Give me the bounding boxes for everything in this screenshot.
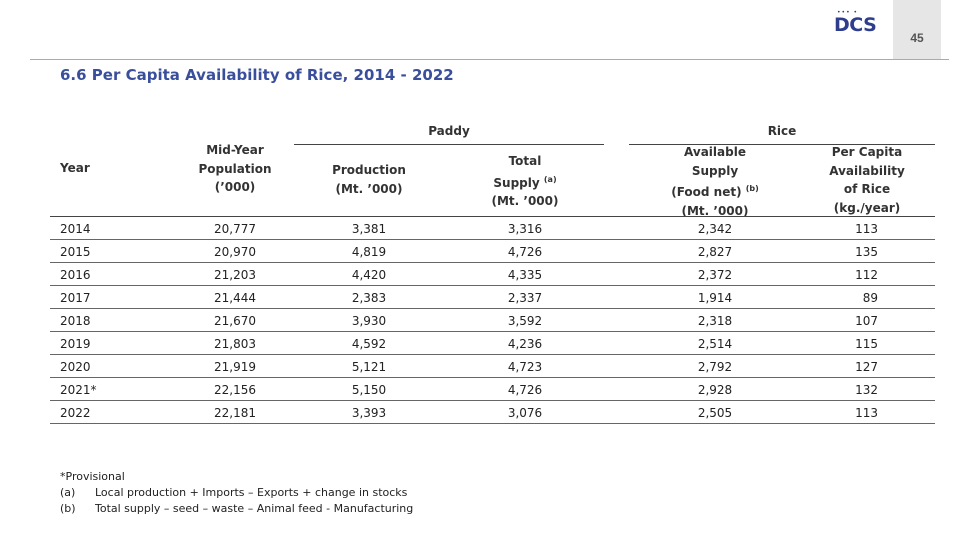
cell-population: 21,444 (214, 291, 256, 305)
cell-year: 2015 (60, 245, 91, 259)
cell-population: 22,156 (214, 383, 256, 397)
cell-available-supply: 2,505 (697, 406, 733, 420)
row-divider (50, 262, 935, 263)
cell-population: 22,181 (214, 406, 256, 420)
cell-population: 21,919 (214, 360, 256, 374)
cell-production: 4,592 (351, 337, 387, 351)
cell-population: 20,970 (214, 245, 256, 259)
header-divider (30, 59, 949, 60)
table-row: 2014 20,777 3,381 3,316 2,342 113 (50, 217, 935, 240)
table-row: 2017 21,444 2,383 2,337 1,914 89 (50, 286, 935, 309)
cell-year: 2022 (60, 406, 91, 420)
cell-per-capita: 113 (855, 222, 878, 236)
logo-text: DCS (834, 14, 877, 36)
cell-per-capita: 112 (855, 268, 878, 282)
dcs-logo: ••• • DCS (834, 9, 878, 37)
col-header-per-capita: Per Capita Availability of Rice (kg./yea… (829, 145, 905, 215)
col-header-production: Production (Mt. ’000) (332, 163, 406, 196)
cell-per-capita: 115 (855, 337, 878, 351)
col-header-available-supply: Available Supply (Food net) (b) (Mt. ’00… (671, 145, 759, 218)
cell-year: 2016 (60, 268, 91, 282)
cell-available-supply: 2,372 (697, 268, 733, 282)
cell-per-capita: 132 (855, 383, 878, 397)
table-row: 2021* 22,156 5,150 4,726 2,928 132 (50, 378, 935, 401)
cell-available-supply: 2,928 (697, 383, 733, 397)
cell-per-capita: 89 (862, 291, 878, 305)
cell-total-supply: 4,236 (507, 337, 543, 351)
cell-year: 2014 (60, 222, 91, 236)
cell-population: 21,203 (214, 268, 256, 282)
col-header-population: Mid-Year Population (’000) (198, 143, 272, 194)
cell-year: 2018 (60, 314, 91, 328)
row-divider (50, 285, 935, 286)
row-divider (50, 239, 935, 240)
cell-per-capita: 127 (855, 360, 878, 374)
cell-available-supply: 2,827 (697, 245, 733, 259)
table-row: 2018 21,670 3,930 3,592 2,318 107 (50, 309, 935, 332)
table-row: 2016 21,203 4,420 4,335 2,372 112 (50, 263, 935, 286)
logo-dots: ••• • (837, 9, 859, 16)
cell-production: 2,383 (351, 291, 387, 305)
table-row: 2015 20,970 4,819 4,726 2,827 135 (50, 240, 935, 263)
cell-total-supply: 4,726 (507, 383, 543, 397)
cell-year: 2019 (60, 337, 91, 351)
row-divider (50, 400, 935, 401)
table-row: 2020 21,919 5,121 4,723 2,792 127 (50, 355, 935, 378)
row-divider (50, 354, 935, 355)
cell-total-supply: 2,337 (507, 291, 543, 305)
cell-per-capita: 135 (855, 245, 878, 259)
cell-available-supply: 1,914 (697, 291, 733, 305)
page-title: 6.6 Per Capita Availability of Rice, 201… (60, 66, 454, 84)
cell-per-capita: 107 (855, 314, 878, 328)
cell-total-supply: 4,726 (507, 245, 543, 259)
cell-year: 2017 (60, 291, 91, 305)
cell-year: 2021* (60, 383, 97, 397)
cell-year: 2020 (60, 360, 91, 374)
cell-production: 3,930 (351, 314, 387, 328)
cell-available-supply: 2,318 (697, 314, 733, 328)
cell-available-supply: 2,514 (697, 337, 733, 351)
table-row: 2019 21,803 4,592 4,236 2,514 115 (50, 332, 935, 355)
cell-population: 21,670 (214, 314, 256, 328)
group-header-rice: Rice (767, 124, 797, 138)
cell-production: 4,819 (351, 245, 387, 259)
row-divider (50, 331, 935, 332)
header-bottom-rule (50, 216, 935, 217)
cell-production: 3,381 (351, 222, 387, 236)
page-number-box: 45 (893, 0, 941, 59)
rice-group-line (629, 144, 935, 145)
cell-total-supply: 4,723 (507, 360, 543, 374)
paddy-group-line (294, 144, 604, 145)
cell-total-supply: 3,592 (507, 314, 543, 328)
cell-production: 5,121 (351, 360, 387, 374)
cell-total-supply: 3,316 (507, 222, 543, 236)
cell-total-supply: 4,335 (507, 268, 543, 282)
cell-production: 3,393 (351, 406, 387, 420)
cell-total-supply: 3,076 (507, 406, 543, 420)
page-number: 45 (910, 31, 924, 45)
table-row: 2022 22,181 3,393 3,076 2,505 113 (50, 401, 935, 424)
cell-production: 5,150 (351, 383, 387, 397)
row-divider (50, 377, 935, 378)
cell-production: 4,420 (351, 268, 387, 282)
group-header-paddy: Paddy (428, 124, 470, 138)
cell-available-supply: 2,792 (697, 360, 733, 374)
cell-population: 20,777 (214, 222, 256, 236)
row-divider (50, 308, 935, 309)
col-header-year: Year (60, 161, 90, 175)
col-header-total-supply: Total Supply (a) (Mt. ’000) (491, 154, 559, 208)
cell-per-capita: 113 (855, 406, 878, 420)
cell-population: 21,803 (214, 337, 256, 351)
row-divider (50, 423, 935, 424)
cell-available-supply: 2,342 (697, 222, 733, 236)
